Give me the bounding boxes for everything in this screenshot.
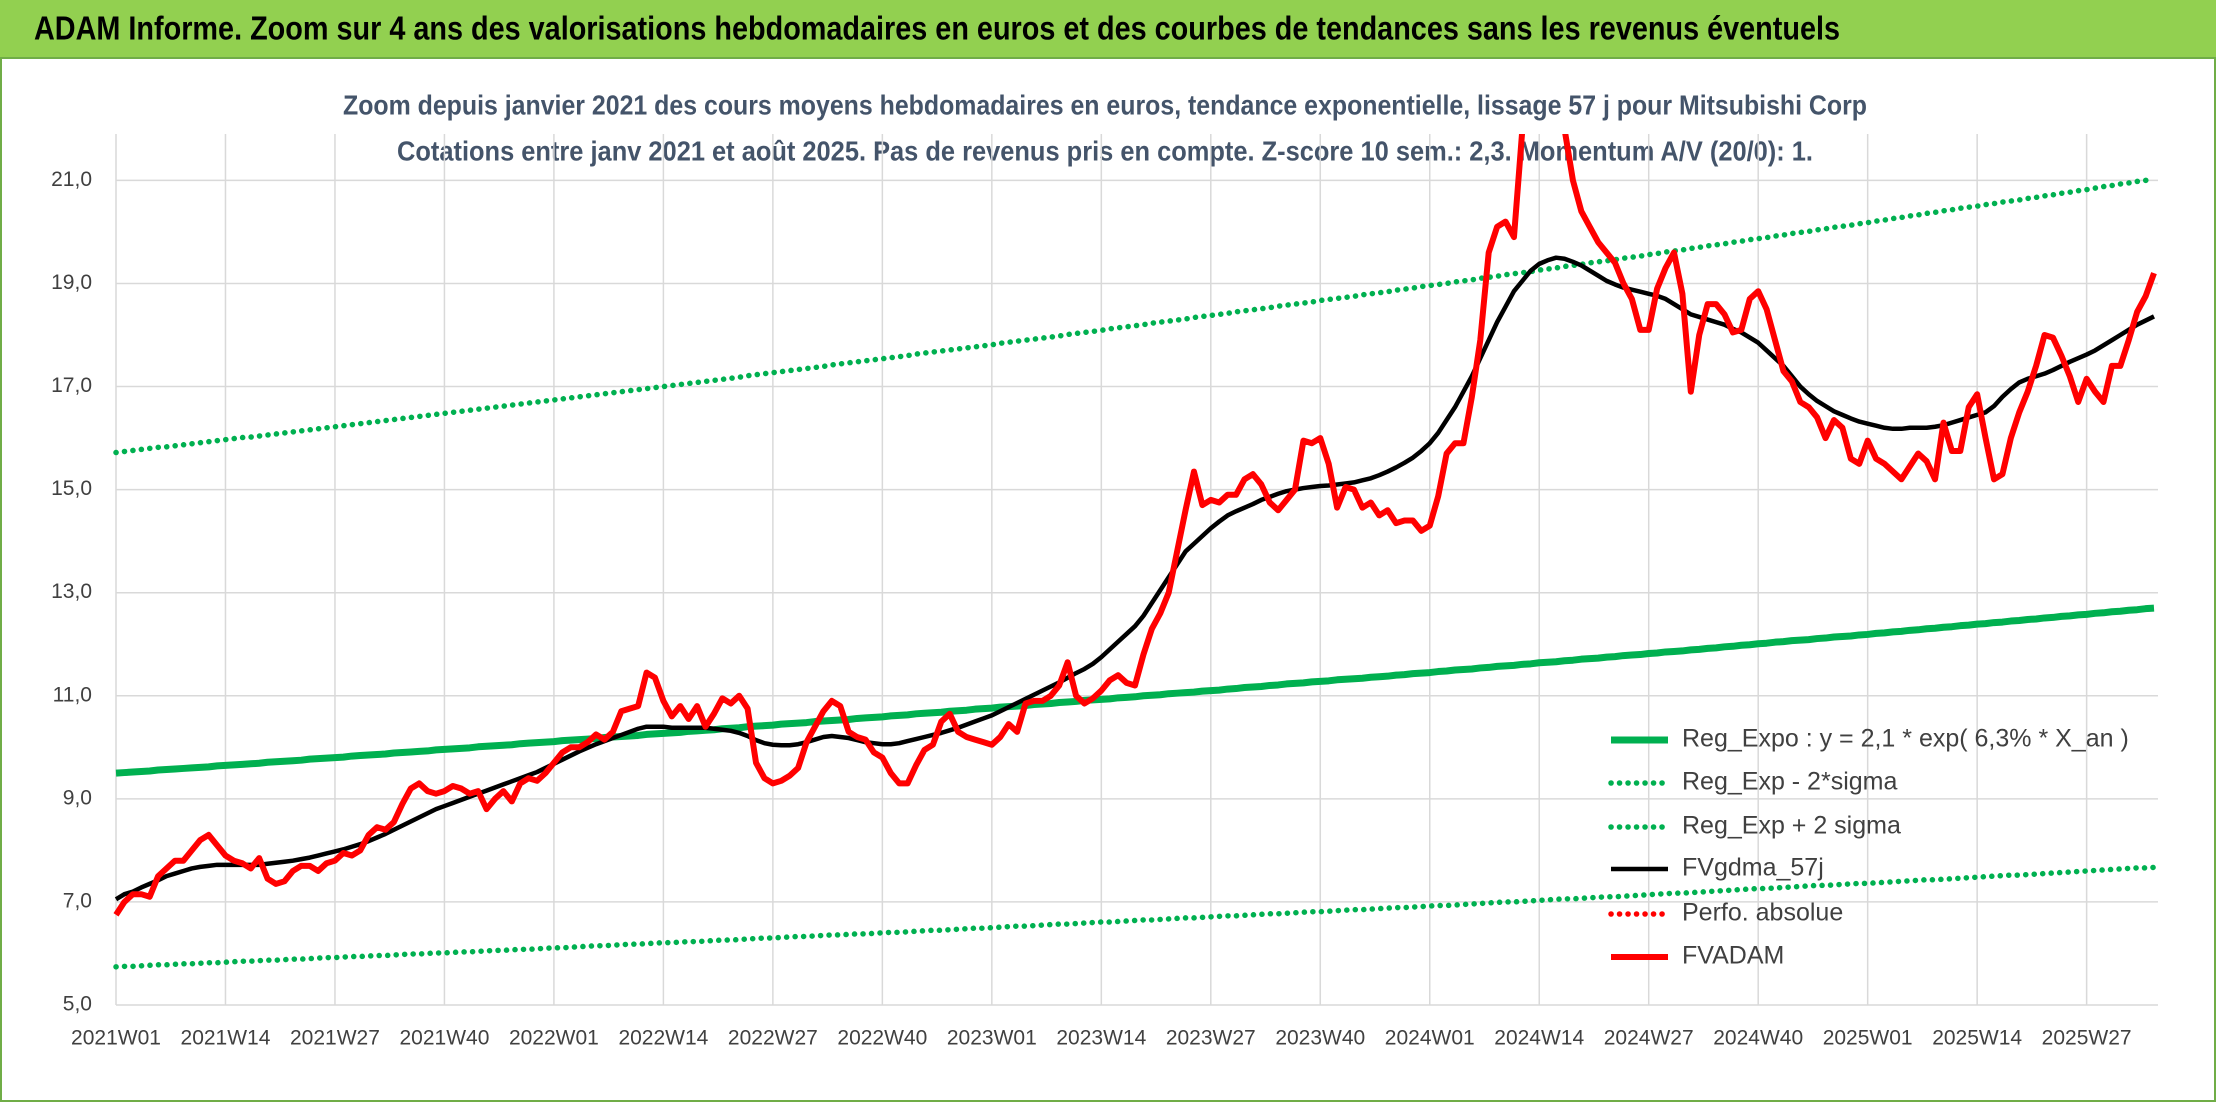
legend-label: FVADAM: [1682, 942, 1784, 970]
x-tick-label: 2023W40: [1275, 1027, 1365, 1050]
y-tick-label: 19,0: [51, 271, 92, 294]
y-tick-label: 15,0: [51, 477, 92, 500]
x-tick-label: 2024W14: [1494, 1027, 1584, 1050]
legend-label: Perfo. absolue: [1682, 899, 1843, 927]
ticks: 5,0 7,0 9,0 11,0 13,0 15,0 17,0 19,0 21,0 2021W01…: [51, 168, 2131, 1050]
x-tick-label: 2021W14: [181, 1027, 271, 1050]
chart-title: Zoom depuis janvier 2021 des cours moyen…: [343, 89, 1867, 120]
chart-subtitle: Cotations entre janv 2021 et août 2025. …: [397, 135, 1813, 166]
x-tick-label: 2021W27: [290, 1027, 380, 1050]
legend-label: Reg_Exp + 2 sigma: [1682, 812, 1901, 840]
series-line: [113, 864, 2157, 970]
x-tick-label: 2023W27: [1166, 1027, 1256, 1050]
plot: [113, 134, 2157, 970]
x-tick-label: 2025W14: [1932, 1027, 2022, 1050]
x-tick-label: 2024W01: [1385, 1027, 1475, 1050]
header-bar: [0, 0, 2216, 58]
y-tick-label: 9,0: [63, 786, 92, 809]
x-tick-label: 2024W40: [1713, 1027, 1803, 1050]
y-tick-label: 7,0: [63, 889, 92, 912]
legend-label: Reg_Exp - 2*sigma: [1682, 768, 1897, 796]
legend-label: Reg_Expo : y = 2,1 * exp( 6,3% * X_an ): [1682, 725, 2129, 753]
legend: Reg_Expo : y = 2,1 * exp( 6,3% * X_an ) R…: [1608, 725, 2129, 970]
y-tick-label: 5,0: [63, 993, 92, 1016]
series-line: [115, 604, 2155, 777]
x-tick-label: 2022W40: [837, 1027, 927, 1050]
y-tick-label: 13,0: [51, 580, 92, 603]
series-line: [113, 134, 2157, 917]
x-tick-label: 2025W01: [1823, 1027, 1913, 1050]
x-tick-label: 2025W27: [2042, 1027, 2132, 1050]
x-tick-label: 2022W01: [509, 1027, 599, 1050]
y-tick-label: 21,0: [51, 168, 92, 191]
x-tick-label: 2021W40: [399, 1027, 489, 1050]
series-line: [113, 176, 2157, 456]
header-title: ADAM Informe. Zoom sur 4 ans des valoris…: [34, 10, 1840, 47]
x-tick-label: 2024W27: [1604, 1027, 1694, 1050]
grid: [115, 134, 2158, 1006]
x-tick-label: 2021W01: [71, 1027, 161, 1050]
series-line: [114, 255, 2155, 902]
x-tick-label: 2023W01: [947, 1027, 1037, 1050]
x-tick-label: 2023W14: [1056, 1027, 1146, 1050]
legend-label: FVgdma_57j: [1682, 854, 1824, 882]
y-tick-label: 17,0: [51, 374, 92, 397]
x-tick-label: 2022W14: [618, 1027, 708, 1050]
x-tick-label: 2022W27: [728, 1027, 818, 1050]
y-tick-label: 11,0: [53, 683, 92, 706]
